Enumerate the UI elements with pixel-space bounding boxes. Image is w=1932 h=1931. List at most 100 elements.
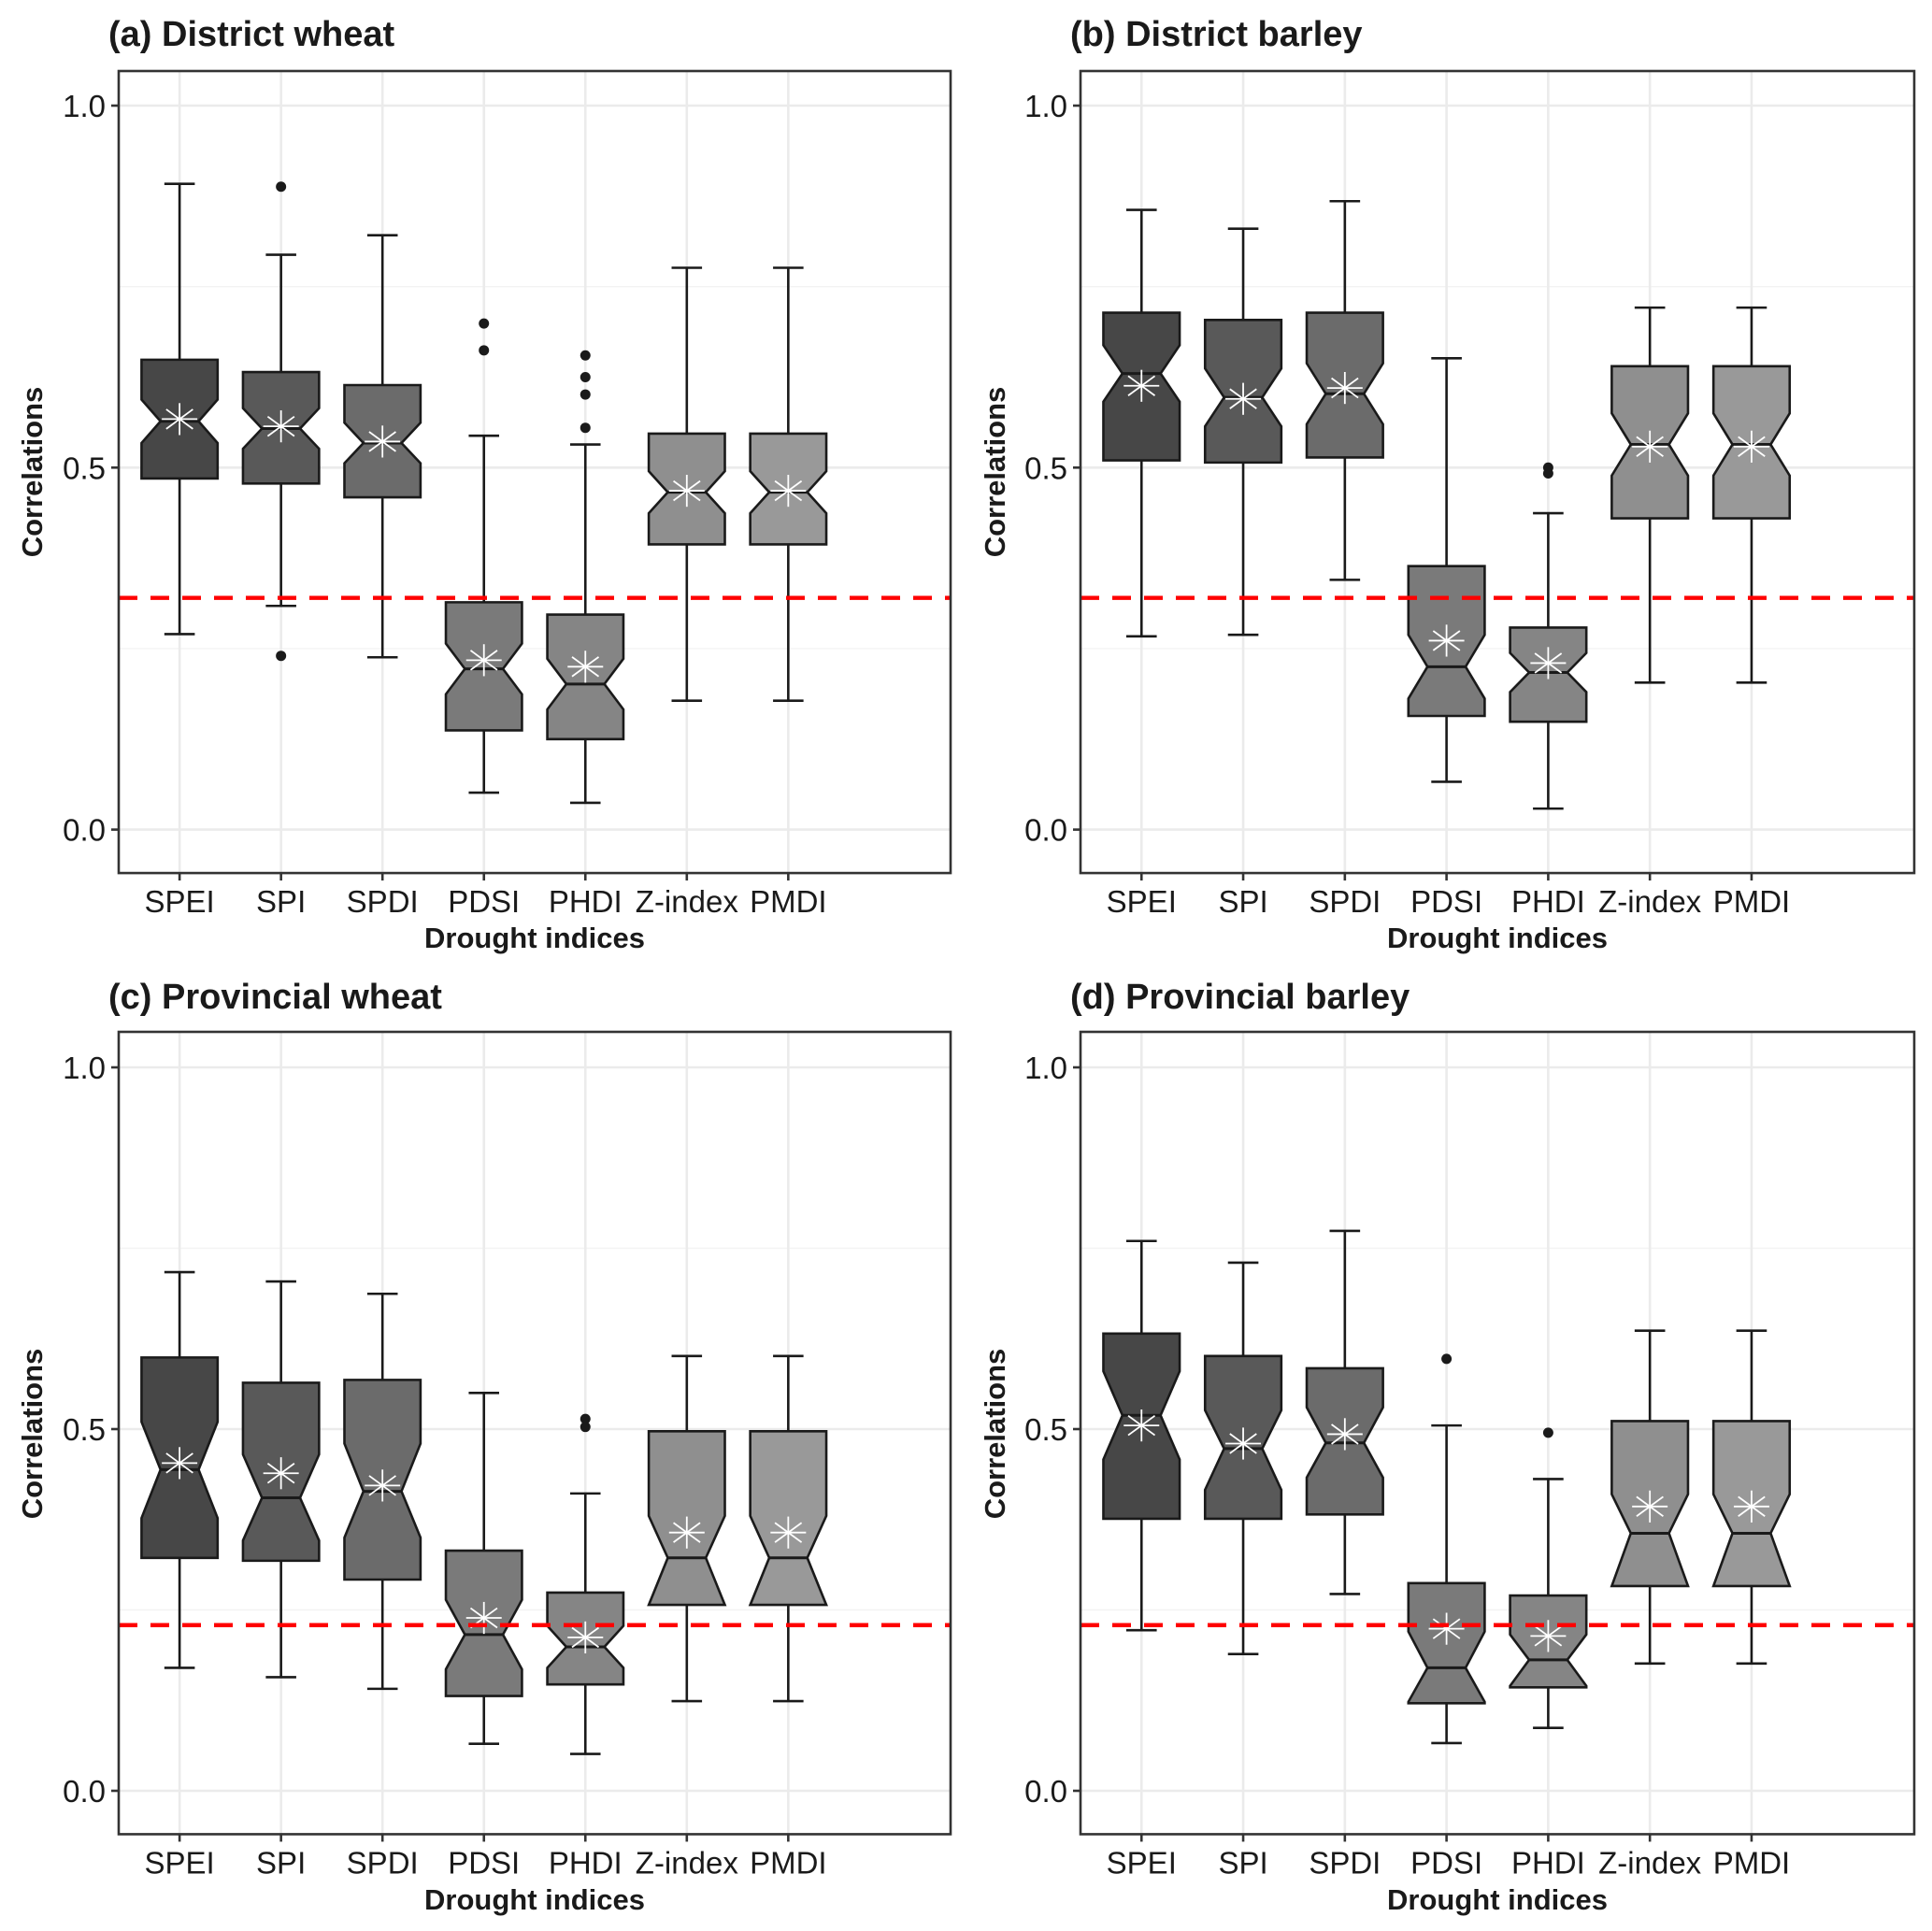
mean-stroke bbox=[1738, 436, 1766, 458]
mean-stroke bbox=[571, 1626, 600, 1649]
mean-asterisk-icon bbox=[465, 644, 502, 677]
x-tick-label: Z-index bbox=[636, 884, 739, 919]
mean-asterisk-icon bbox=[770, 1516, 807, 1549]
x-tick-label: PHDI bbox=[549, 884, 623, 919]
mean-asterisk-icon bbox=[1326, 371, 1363, 405]
panel-district-wheat: (a) District wheat Correlations Drought … bbox=[16, 15, 952, 954]
mean-stroke bbox=[1636, 1495, 1664, 1517]
panel-title: (a) District wheat bbox=[108, 15, 395, 54]
x-tick-label: PHDI bbox=[1511, 1845, 1585, 1880]
mean-asterisk-icon bbox=[1326, 1418, 1363, 1451]
mean-stroke bbox=[774, 1522, 803, 1543]
mean-stroke bbox=[368, 1475, 396, 1496]
y-tick-label: 1.0 bbox=[63, 89, 106, 123]
mean-stroke bbox=[266, 1463, 295, 1484]
mean-stroke bbox=[1127, 1414, 1156, 1437]
box-spi bbox=[1203, 1261, 1283, 1656]
mean-stroke bbox=[165, 1452, 193, 1474]
outlier-point bbox=[1542, 1427, 1553, 1438]
x-tick-label: PMDI bbox=[1713, 1845, 1791, 1880]
panel-district-barley: (b) District barley Correlations Drought… bbox=[979, 15, 1916, 954]
x-tick-label: SPDI bbox=[347, 1845, 419, 1880]
box-phdi bbox=[1509, 1427, 1588, 1729]
mean-asterisk-icon bbox=[1632, 430, 1668, 463]
plot-area bbox=[119, 1032, 951, 1835]
mean-stroke bbox=[1534, 1625, 1563, 1647]
mean-asterisk-icon bbox=[1123, 369, 1160, 402]
box-pdsi bbox=[1407, 357, 1486, 783]
y-axis-title: Correlations bbox=[16, 1349, 49, 1520]
outlier-point bbox=[580, 1413, 591, 1424]
box-z-index bbox=[647, 266, 726, 703]
x-tick-label: SPI bbox=[1218, 1845, 1267, 1880]
box-spi bbox=[241, 181, 321, 662]
mean-asterisk-icon bbox=[1428, 624, 1465, 657]
panel-border bbox=[1079, 1030, 1916, 1836]
box-phdi bbox=[546, 350, 625, 805]
x-axis-title: Drought indices bbox=[1387, 922, 1608, 954]
outlier-point bbox=[1542, 467, 1553, 479]
mean-asterisk-icon bbox=[1428, 1612, 1465, 1645]
outlier-point bbox=[479, 345, 490, 356]
x-tick-label: PHDI bbox=[549, 1845, 623, 1880]
x-tick-label: PDSI bbox=[448, 884, 520, 919]
x-tick-label: PDSI bbox=[1410, 884, 1482, 919]
mean-asterisk-icon bbox=[1123, 1409, 1160, 1442]
outlier-point bbox=[580, 350, 591, 361]
mean-stroke bbox=[266, 415, 295, 437]
outlier-point bbox=[580, 371, 591, 382]
panel-provincial-wheat: (c) Provincial wheat Correlations Drough… bbox=[16, 978, 952, 1916]
box-spdi bbox=[343, 1292, 422, 1691]
box-spdi bbox=[1305, 199, 1384, 581]
y-tick-label: 0.0 bbox=[1024, 813, 1067, 848]
x-tick-label: PDSI bbox=[1410, 1845, 1482, 1880]
x-tick-label: SPEI bbox=[1107, 1845, 1177, 1880]
mean-asterisk-icon bbox=[668, 1516, 705, 1549]
mean-stroke bbox=[1331, 377, 1359, 399]
x-axis-title: Drought indices bbox=[424, 922, 645, 954]
mean-stroke bbox=[1738, 1495, 1766, 1517]
outlier-point bbox=[276, 181, 287, 193]
mean-stroke bbox=[1432, 1618, 1461, 1639]
mean-asterisk-icon bbox=[1225, 382, 1262, 415]
y-tick-label: 1.0 bbox=[1024, 89, 1067, 123]
x-tick-label: SPEI bbox=[145, 1845, 215, 1880]
x-tick-label: PMDI bbox=[750, 884, 827, 919]
mean-stroke bbox=[1534, 652, 1563, 674]
outlier-point bbox=[276, 651, 287, 662]
mean-asterisk-icon bbox=[1733, 1490, 1769, 1523]
mean-asterisk-icon bbox=[365, 425, 401, 458]
x-tick-label: SPEI bbox=[1107, 884, 1177, 919]
box-spi bbox=[241, 1280, 321, 1679]
mean-stroke bbox=[673, 1522, 701, 1543]
box-spdi bbox=[1305, 1229, 1384, 1595]
box-spei bbox=[140, 1270, 220, 1669]
plot-background bbox=[1080, 71, 1914, 874]
mean-stroke bbox=[673, 479, 701, 502]
panel-border bbox=[117, 1030, 952, 1836]
box-phdi bbox=[546, 1413, 625, 1755]
y-tick-label: 0.0 bbox=[63, 813, 106, 848]
y-tick-label: 0.5 bbox=[1024, 451, 1067, 485]
mean-asterisk-icon bbox=[263, 1457, 299, 1490]
panel-title: (c) Provincial wheat bbox=[108, 978, 442, 1017]
x-axis-title: Drought indices bbox=[424, 1883, 645, 1916]
box-spei bbox=[140, 182, 220, 636]
x-tick-label: PMDI bbox=[1713, 884, 1791, 919]
x-tick-label: Z-index bbox=[636, 1845, 739, 1880]
y-tick-label: 1.0 bbox=[1024, 1051, 1067, 1085]
panel-title: (d) Provincial barley bbox=[1070, 978, 1410, 1017]
x-tick-label: SPI bbox=[1218, 884, 1267, 919]
box-spei bbox=[1102, 208, 1181, 638]
box-pdsi bbox=[444, 318, 523, 794]
panel-provincial-barley: (d) Provincial barley Correlations Droug… bbox=[979, 978, 1916, 1916]
mean-stroke bbox=[1229, 1433, 1257, 1454]
panel-border bbox=[117, 69, 952, 875]
mean-asterisk-icon bbox=[668, 474, 705, 508]
box-z-index bbox=[647, 1354, 727, 1703]
y-tick-label: 0.0 bbox=[63, 1774, 106, 1809]
mean-stroke bbox=[1636, 436, 1664, 458]
mean-asterisk-icon bbox=[162, 1447, 198, 1480]
box-spdi bbox=[343, 234, 422, 659]
